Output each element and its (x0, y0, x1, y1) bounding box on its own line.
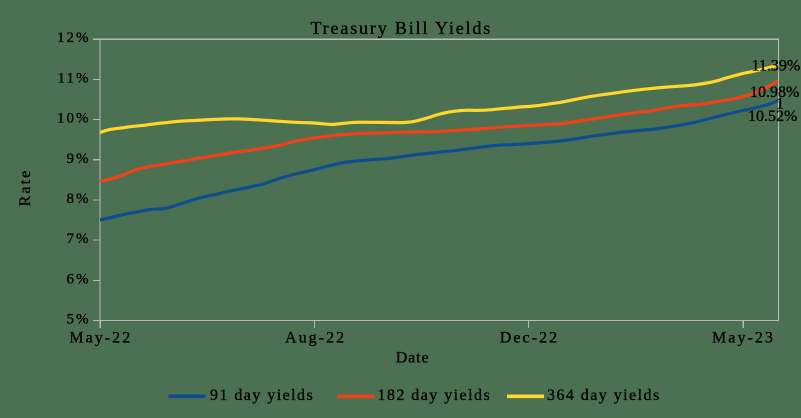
svg-text:12%: 12% (57, 30, 91, 46)
svg-text:May-22: May-22 (69, 330, 132, 347)
svg-text:91 day yields: 91 day yields (210, 387, 314, 404)
svg-text:9%: 9% (67, 151, 91, 167)
svg-text:5%: 5% (67, 312, 91, 328)
svg-text:10%: 10% (57, 111, 91, 127)
svg-text:Dec-22: Dec-22 (500, 330, 559, 347)
svg-text:7%: 7% (67, 231, 91, 247)
svg-text:10.52%: 10.52% (748, 108, 797, 125)
svg-text:Aug-22: Aug-22 (285, 330, 346, 347)
svg-text:6%: 6% (67, 271, 91, 287)
svg-text:1: 1 (776, 96, 784, 113)
svg-text:182 day yields: 182 day yields (378, 387, 492, 404)
svg-text:Treasury Bill Yields: Treasury Bill Yields (310, 18, 492, 38)
svg-text:10.98%: 10.98% (750, 84, 799, 101)
svg-text:May-23: May-23 (712, 330, 775, 347)
svg-text:11.39%: 11.39% (752, 58, 801, 75)
svg-text:8%: 8% (67, 191, 91, 207)
svg-text:11%: 11% (58, 70, 91, 86)
svg-text:Date: Date (396, 350, 430, 367)
svg-text:Rate: Rate (17, 169, 34, 207)
svg-text:364 day yields: 364 day yields (547, 387, 661, 404)
